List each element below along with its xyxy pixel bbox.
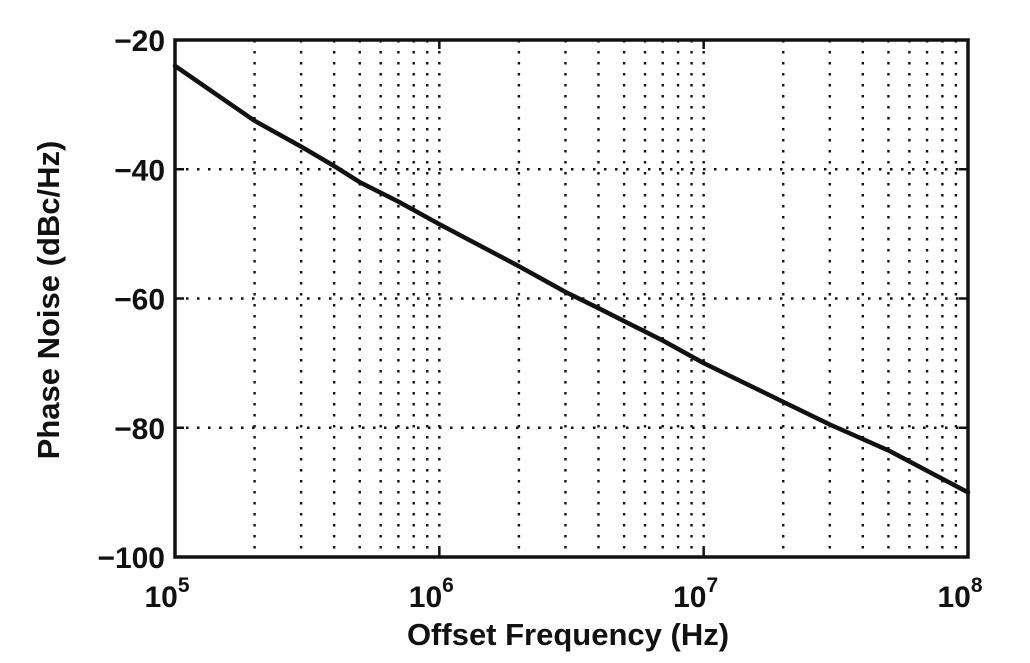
y-tick-label: −60 — [114, 284, 165, 317]
x-tick-label-base: 10 — [409, 581, 442, 614]
x-axis: 105 106 107 108 — [144, 40, 983, 614]
phase-noise-curve — [172, 63, 971, 495]
x-tick-label-exponent: 8 — [971, 574, 983, 597]
x-tick-label-exponent: 7 — [707, 574, 719, 597]
x-tick-label-exponent: 6 — [442, 574, 454, 597]
series-group — [172, 63, 971, 495]
x-tick-label: 107 — [673, 574, 718, 614]
x-tick-label-exponent: 5 — [178, 574, 190, 597]
x-tick-label: 108 — [937, 574, 982, 614]
y-tick-label: −80 — [114, 413, 165, 446]
y-tick-label: −40 — [114, 154, 165, 187]
x-tick-label: 105 — [144, 574, 189, 614]
x-tick-label: 106 — [409, 574, 454, 614]
y-axis-title: Phase Noise (dBc/Hz) — [31, 141, 66, 460]
y-axis: −100 −80 −60 −40 −20 — [97, 25, 968, 575]
x-tick-label-base: 10 — [673, 581, 706, 614]
x-tick-label-base: 10 — [937, 581, 970, 614]
x-tick-label-base: 10 — [144, 581, 177, 614]
x-axis-title: Offset Frequency (Hz) — [407, 617, 729, 652]
grid — [175, 40, 968, 557]
y-tick-label: −20 — [114, 25, 165, 58]
y-tick-label: −100 — [97, 542, 165, 575]
